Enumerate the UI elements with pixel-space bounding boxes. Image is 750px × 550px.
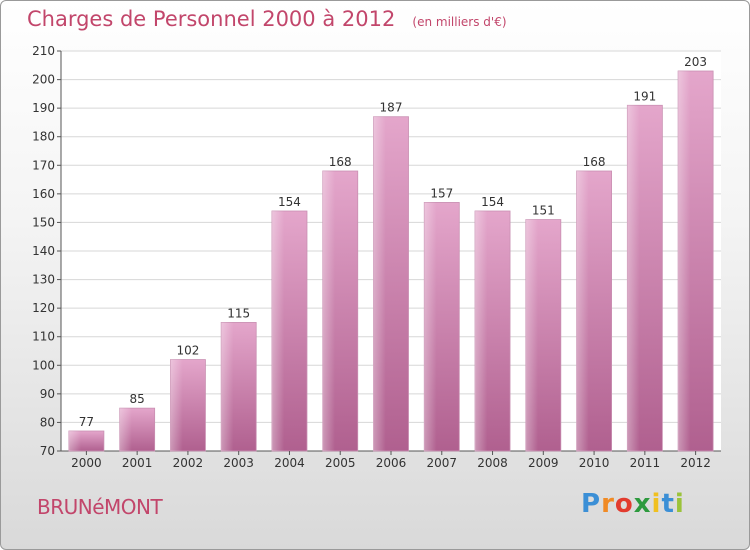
y-tick-label: 150	[32, 215, 55, 229]
bar-value-label: 77	[79, 415, 94, 429]
bar-highlight	[271, 211, 285, 451]
y-tick-label: 120	[32, 301, 55, 315]
bar-highlight	[678, 71, 691, 451]
bar-value-label: 191	[633, 89, 656, 103]
y-tick-label: 200	[32, 73, 55, 87]
x-tick-label: 2005	[325, 456, 356, 470]
y-tick-label: 90	[40, 387, 55, 401]
bar-highlight	[424, 202, 437, 451]
bar-value-label: 154	[481, 195, 504, 209]
x-tick-label: 2001	[122, 456, 153, 470]
x-tick-label: 2003	[223, 456, 254, 470]
bar-highlight	[322, 171, 335, 451]
bar-highlight	[576, 171, 589, 451]
bar-highlight	[475, 211, 488, 451]
bar-highlight	[119, 408, 132, 451]
logo-letter: P	[581, 489, 602, 519]
bar-value-label: 85	[130, 392, 145, 406]
x-tick-label: 2002	[173, 456, 204, 470]
chart-subtitle: (en milliers d'€)	[412, 15, 507, 29]
logo-letter: o	[614, 489, 634, 519]
bar-value-label: 115	[227, 306, 250, 320]
x-tick-label: 2011	[630, 456, 661, 470]
bar-value-label: 102	[176, 344, 199, 358]
bar-value-label: 187	[380, 101, 403, 115]
bar-highlight	[170, 359, 183, 451]
bar-highlight	[221, 322, 234, 451]
proxiti-logo: Proxiti	[581, 489, 685, 519]
bar-value-label: 154	[278, 195, 301, 209]
bar-value-label: 203	[684, 55, 707, 69]
x-tick-label: 2004	[274, 456, 305, 470]
bar-value-label: 151	[532, 204, 555, 218]
bar-highlight	[68, 431, 82, 451]
y-tick-label: 190	[32, 101, 55, 115]
y-tick-label: 180	[32, 130, 55, 144]
y-tick-label: 80	[40, 415, 55, 429]
y-tick-label: 140	[32, 244, 55, 258]
logo-letter: t	[661, 489, 675, 519]
x-tick-label: 2008	[477, 456, 508, 470]
logo-letter: x	[633, 489, 652, 519]
y-tick-label: 210	[32, 44, 55, 58]
y-tick-label: 110	[32, 330, 55, 344]
bar-highlight	[373, 116, 386, 451]
y-tick-label: 100	[32, 358, 55, 372]
y-tick-label: 170	[32, 158, 55, 172]
bar-highlight	[525, 219, 539, 451]
x-tick-label: 2010	[579, 456, 610, 470]
title-row: Charges de Personnel 2000 à 2012 (en mil…	[27, 7, 507, 31]
commune-name: BRUNéMONT	[37, 495, 163, 519]
x-tick-label: 2006	[376, 456, 407, 470]
x-tick-label: 2012	[680, 456, 711, 470]
y-tick-label: 130	[32, 273, 55, 287]
bar-value-label: 168	[329, 155, 352, 169]
x-tick-label: 2009	[528, 456, 559, 470]
x-tick-label: 2000	[71, 456, 102, 470]
bar-value-label: 157	[430, 186, 453, 200]
logo-letter: i	[674, 489, 685, 519]
y-tick-label: 160	[32, 187, 55, 201]
logo-letter: r	[601, 489, 615, 519]
logo-letter: i	[651, 489, 662, 519]
x-tick-label: 2007	[426, 456, 457, 470]
bar-value-label: 168	[583, 155, 606, 169]
bar-highlight	[627, 105, 640, 452]
y-tick-label: 70	[40, 444, 55, 458]
chart-title: Charges de Personnel 2000 à 2012	[27, 7, 396, 31]
